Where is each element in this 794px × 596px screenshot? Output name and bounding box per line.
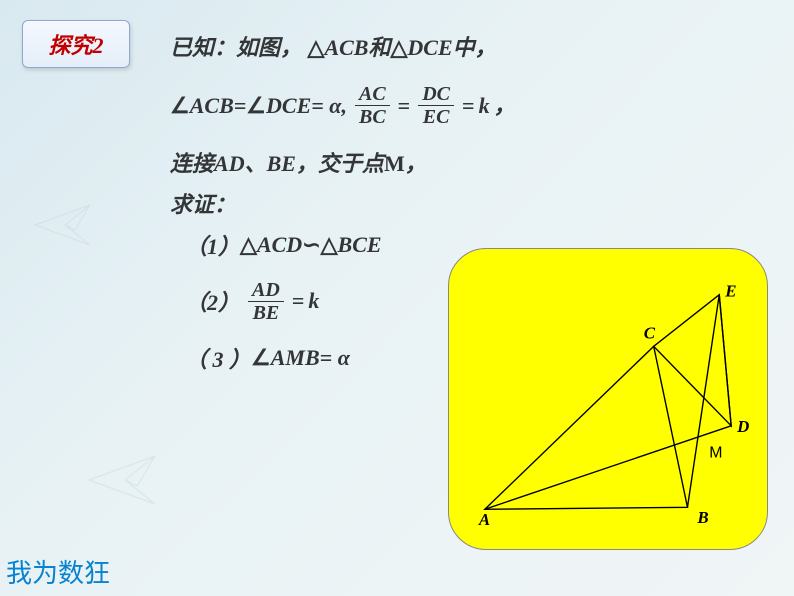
text: ACD (257, 232, 302, 258)
text: 中， (453, 30, 497, 65)
vertex-label-e: E (724, 282, 736, 301)
equals: = (398, 88, 411, 123)
angle-symbol: ∠ (170, 88, 190, 123)
text: 和 (368, 30, 390, 65)
line-be (687, 295, 719, 508)
text: DCE= α (266, 88, 341, 123)
badge-text: 探究2 (48, 28, 103, 60)
paper-plane-icon (30, 200, 100, 250)
text: （2） (185, 285, 240, 317)
text: 求证： (170, 187, 236, 222)
vertex-label-m: M (709, 445, 722, 462)
text: ， (405, 146, 427, 181)
text: 连接 (170, 146, 214, 181)
text: ACB (324, 30, 368, 65)
triangle-dce (654, 295, 731, 426)
text: 已知：如图， (170, 30, 302, 65)
figure-svg: A B C D E M (449, 249, 767, 549)
text: （1） (185, 229, 240, 261)
text: k (308, 288, 319, 314)
text: DCE (407, 30, 452, 65)
triangle-symbol: △ (390, 30, 407, 65)
line-ad (485, 426, 731, 509)
vertex-label-b: B (696, 508, 708, 527)
numerator: DC (418, 83, 454, 106)
edge-ed (719, 295, 731, 426)
triangle-symbol: △ (308, 30, 325, 65)
angle-symbol: ∠ (251, 345, 271, 371)
text: M (384, 146, 405, 181)
triangle-acb (485, 346, 688, 509)
vertex-label-a: A (478, 510, 490, 529)
triangle-symbol: △ (321, 232, 338, 258)
text: AMB= α (271, 345, 350, 371)
geometry-figure: A B C D E M (448, 248, 768, 550)
vertex-label-c: C (644, 323, 656, 342)
text: ， (494, 88, 516, 123)
text: k (479, 88, 490, 123)
text: BCE (338, 232, 382, 258)
similar-symbol: ∽ (302, 232, 320, 258)
problem-line-2: ∠ACB=∠DCE= α , AC BC = DC EC = k ， (170, 83, 770, 128)
problem-line-1: 已知：如图， △ACB 和 △DCE 中， (170, 30, 770, 65)
triangle-symbol: △ (240, 232, 257, 258)
vertex-label-d: D (736, 417, 749, 436)
denominator: BC (355, 106, 390, 128)
fraction-1: AC BC = DC EC = k (351, 83, 490, 128)
denominator: BE (249, 302, 284, 324)
numerator: AD (248, 279, 284, 302)
angle-symbol: ∠ (246, 88, 266, 123)
problem-line-3: 连接AD、BE，交于点M， (170, 146, 770, 181)
text: BE (267, 146, 296, 181)
text: （ 3 ） (185, 342, 251, 374)
text: ，交于点 (296, 146, 384, 181)
text: , (341, 88, 347, 123)
equals: = (462, 88, 475, 123)
fraction-2: AD BE = k (244, 279, 319, 324)
section-badge: 探究2 (22, 20, 130, 68)
denominator: EC (419, 106, 454, 128)
numerator: AC (355, 83, 390, 106)
prove-label: 求证： (170, 187, 770, 222)
paper-plane-icon (80, 450, 170, 510)
text: 、 (245, 146, 267, 181)
text: ACB= (190, 88, 247, 123)
text: AD (214, 146, 245, 181)
equals: = (292, 288, 305, 314)
footer-text: 我为数狂 (6, 553, 110, 590)
